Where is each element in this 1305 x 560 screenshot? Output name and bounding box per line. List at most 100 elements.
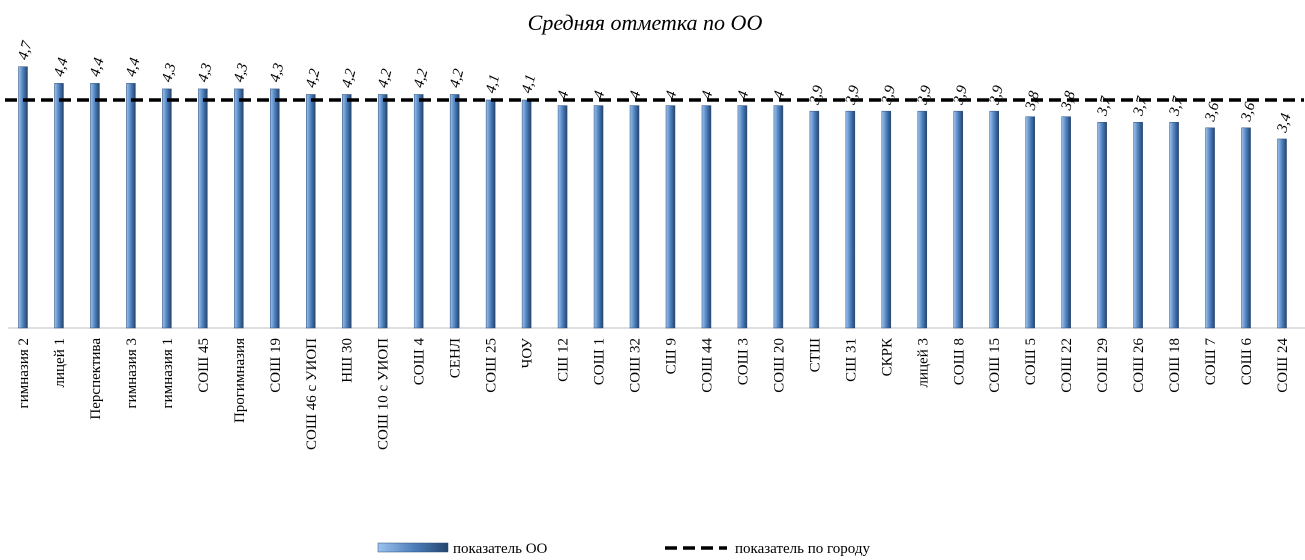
data-label: 4,4 xyxy=(87,56,107,79)
x-tick-label: лицей 3 xyxy=(915,338,931,387)
data-label: 4 xyxy=(555,89,573,101)
bar xyxy=(54,83,64,329)
x-tick-label: СШ 31 xyxy=(843,338,859,382)
data-label: 4,2 xyxy=(375,67,395,90)
legend-label: показатель ОО xyxy=(453,541,548,557)
bar xyxy=(593,105,604,329)
bar xyxy=(953,110,964,329)
bar xyxy=(234,88,244,329)
data-label: 3,4 xyxy=(1274,111,1295,135)
data-label: 4,3 xyxy=(267,62,287,84)
data-label: 4 xyxy=(771,89,789,101)
data-label: 4,4 xyxy=(123,56,143,79)
legend-label: показатель по городу xyxy=(735,541,870,557)
bar xyxy=(917,110,928,329)
x-tick-label: СОШ 22 xyxy=(1059,338,1075,393)
x-tick-label: СОШ 3 xyxy=(735,338,751,385)
bar xyxy=(162,88,172,329)
bar xyxy=(521,99,532,329)
x-tick-label: СОШ 4 xyxy=(412,338,428,386)
legend-swatch xyxy=(377,542,449,553)
bar xyxy=(557,105,568,329)
bar xyxy=(1097,122,1107,329)
data-label: 4,2 xyxy=(339,67,359,90)
x-tick-label: НШ 30 xyxy=(340,338,356,383)
data-label: 4 xyxy=(627,89,645,101)
x-tick-label: СОШ 46 с УИОП xyxy=(304,338,320,450)
x-tick-label: гимназия 3 xyxy=(124,338,140,408)
data-label: 4,3 xyxy=(159,62,179,84)
data-label: 3,7 xyxy=(1166,94,1187,119)
data-label: 3,9 xyxy=(807,83,828,107)
bar xyxy=(306,94,316,329)
data-label: 3,9 xyxy=(878,83,899,107)
bar xyxy=(413,94,424,329)
bar xyxy=(989,110,999,329)
data-label: 4,1 xyxy=(483,73,503,95)
x-tick-label: СОШ 19 xyxy=(268,338,284,393)
bar xyxy=(845,110,856,329)
bar xyxy=(809,110,820,329)
data-label: 3,9 xyxy=(914,83,935,107)
x-tick-label: СОШ 1 xyxy=(592,338,608,385)
bar xyxy=(90,83,100,329)
x-tick-label: гимназия 2 xyxy=(16,338,32,408)
x-tick-label: СОШ 24 xyxy=(1275,338,1291,393)
bar xyxy=(737,105,748,329)
x-tick-label: СШ 12 xyxy=(556,338,572,382)
x-tick-label: лицей 1 xyxy=(52,338,68,387)
data-label: 4 xyxy=(735,89,753,101)
bar xyxy=(1133,122,1143,329)
x-tick-label: СКРК xyxy=(879,337,895,376)
data-label: 3,6 xyxy=(1238,100,1259,124)
x-tick-label: гимназия 1 xyxy=(160,338,176,408)
data-label: 3,7 xyxy=(1130,94,1151,119)
bar xyxy=(18,66,28,329)
x-tick-label: СОШ 20 xyxy=(771,338,787,393)
data-label: 3,6 xyxy=(1202,100,1223,124)
x-tick-label: ЧОУ xyxy=(520,338,536,369)
x-tick-label: СШ 9 xyxy=(663,338,679,374)
bar xyxy=(629,105,640,329)
bar xyxy=(449,94,460,329)
data-label: 4,3 xyxy=(195,62,215,84)
data-label: 4 xyxy=(591,89,609,101)
data-label: 4,3 xyxy=(231,62,251,84)
bar xyxy=(270,88,280,329)
x-tick-label: СОШ 25 xyxy=(484,338,500,393)
x-tick-label: СОШ 5 xyxy=(1023,338,1039,385)
data-label: 3,7 xyxy=(1094,94,1115,119)
bar xyxy=(1205,127,1215,329)
data-label: 3,9 xyxy=(950,83,971,107)
chart-title: Средняя отметка по ОО xyxy=(528,10,763,35)
x-tick-label: СОШ 45 xyxy=(196,338,212,393)
bar xyxy=(126,83,136,329)
data-label: 3,9 xyxy=(986,83,1007,107)
x-tick-label: СОШ 8 xyxy=(951,338,967,385)
x-tick-label: Прогимназия xyxy=(232,338,248,423)
data-label: 3,9 xyxy=(842,83,863,107)
x-tick-label: СОШ 44 xyxy=(699,338,715,393)
bar xyxy=(1025,116,1035,329)
bar xyxy=(1241,127,1251,329)
x-tick-label: СОШ 7 xyxy=(1203,338,1219,386)
data-label: 4 xyxy=(699,89,717,101)
x-tick-label: СОШ 18 xyxy=(1167,338,1183,393)
bar xyxy=(377,94,388,329)
x-tick-label: СОШ 26 xyxy=(1131,338,1147,393)
bar xyxy=(1169,122,1179,329)
bar xyxy=(485,99,496,329)
x-tick-label: СОШ 32 xyxy=(628,338,644,393)
bar xyxy=(773,105,784,329)
x-tick-label: СТШ xyxy=(807,338,823,372)
data-label: 4 xyxy=(663,89,681,101)
x-tick-label: СОШ 6 xyxy=(1239,338,1255,386)
bar xyxy=(701,105,712,329)
bar xyxy=(665,105,676,329)
bar xyxy=(341,94,352,329)
data-label: 4,2 xyxy=(411,67,431,90)
x-tick-label: СОШ 29 xyxy=(1095,338,1111,393)
data-label: 4,1 xyxy=(519,73,539,95)
data-label: 4,2 xyxy=(303,67,323,90)
